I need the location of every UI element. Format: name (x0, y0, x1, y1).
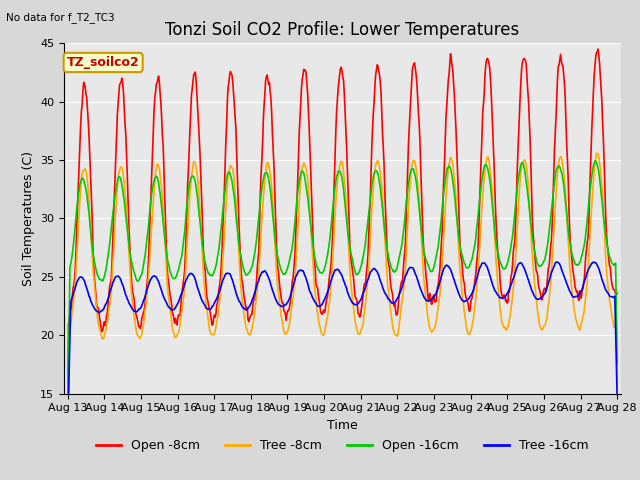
Tree -16cm (553, 259, 561, 265)
Y-axis label: Soil Temperatures (C): Soil Temperatures (C) (22, 151, 35, 286)
Open -8cm (594, 46, 602, 52)
Legend: Open -8cm, Tree -8cm, Open -16cm, Tree -16cm: Open -8cm, Tree -8cm, Open -16cm, Tree -… (92, 434, 593, 457)
Line: Open -16cm: Open -16cm (68, 161, 617, 420)
Open -16cm (131, 270, 138, 276)
Open -8cm (131, 297, 138, 302)
Tree -8cm (186, 192, 194, 197)
Tree -8cm (593, 150, 600, 156)
Line: Open -8cm: Open -8cm (68, 49, 617, 446)
X-axis label: Time: Time (327, 419, 358, 432)
Tree -16cm (426, 298, 433, 304)
Open -16cm (215, 245, 223, 251)
Open -8cm (613, 290, 621, 296)
Open -16cm (613, 360, 621, 366)
Tree -8cm (131, 313, 138, 319)
Tree -16cm (215, 289, 223, 295)
Open -16cm (426, 265, 433, 271)
Tree -16cm (74, 278, 81, 284)
Open -8cm (74, 202, 81, 208)
Tree -8cm (409, 158, 417, 164)
Tree -8cm (64, 451, 72, 457)
Tree -16cm (186, 271, 194, 276)
Text: TZ_soilco2: TZ_soilco2 (67, 56, 140, 69)
Open -16cm (74, 199, 81, 204)
Tree -8cm (74, 238, 81, 243)
Open -16cm (592, 158, 600, 164)
Tree -16cm (613, 395, 621, 400)
Tree -8cm (426, 323, 433, 329)
Tree -16cm (409, 265, 417, 271)
Open -8cm (215, 286, 223, 292)
Tree -16cm (131, 309, 138, 314)
Tree -16cm (64, 434, 72, 440)
Open -8cm (186, 127, 194, 133)
Title: Tonzi Soil CO2 Profile: Lower Temperatures: Tonzi Soil CO2 Profile: Lower Temperatur… (165, 21, 520, 39)
Text: No data for f_T2_TC3: No data for f_T2_TC3 (6, 12, 115, 23)
Open -8cm (409, 63, 417, 69)
Open -8cm (64, 444, 72, 449)
Open -16cm (409, 166, 417, 172)
Open -8cm (426, 294, 433, 300)
Line: Tree -8cm: Tree -8cm (68, 153, 617, 454)
Tree -8cm (215, 304, 223, 310)
Open -16cm (64, 417, 72, 423)
Open -16cm (186, 179, 194, 184)
Tree -8cm (613, 383, 621, 389)
Line: Tree -16cm: Tree -16cm (68, 262, 617, 437)
